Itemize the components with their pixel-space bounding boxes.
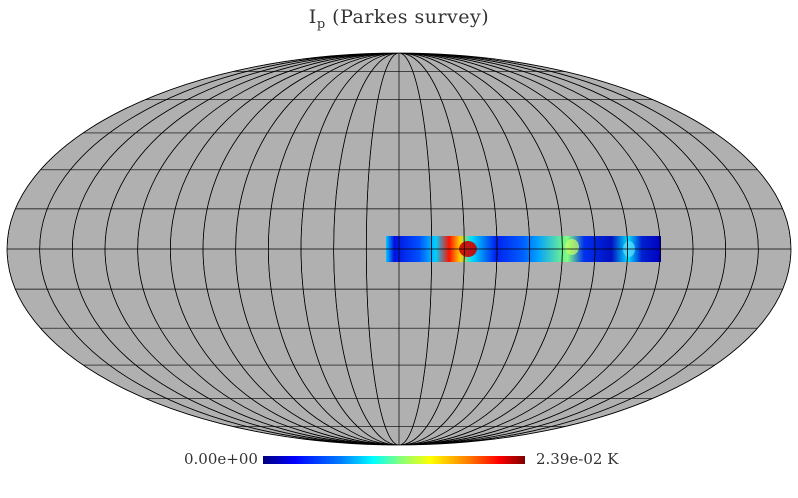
map-title: Ip (Parkes survey) [308, 6, 490, 32]
map-outline [6, 52, 792, 446]
colorbar-min-label: 0.00e+00 [184, 450, 258, 468]
colorbar-max-label: 2.39e-02 K [536, 450, 619, 468]
colorbar [263, 456, 525, 464]
